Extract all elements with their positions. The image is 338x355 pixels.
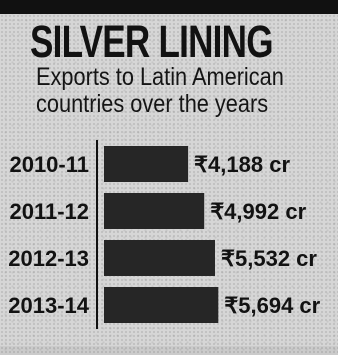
category-label: 2013-14: [8, 293, 90, 318]
chart-subtitle: Exports to Latin American countries over…: [36, 64, 314, 118]
data-label: ₹4,188 cr: [194, 152, 290, 177]
data-label: ₹5,694 cr: [224, 293, 320, 318]
bar: [104, 240, 215, 276]
bottom-strip: [0, 346, 338, 355]
chart-title: SILVER LINING: [30, 16, 274, 67]
category-label: 2011-12: [9, 199, 89, 224]
category-label: 2010-11: [9, 152, 89, 177]
bars-group: 2010-11 ₹4,188 cr 2011-12 ₹4,992 cr 2012-13 ₹…: [8, 146, 321, 323]
data-label: ₹5,532 cr: [221, 246, 317, 271]
bar: [104, 287, 219, 323]
data-label: ₹4,992 cr: [210, 199, 306, 224]
bar: [104, 193, 205, 229]
subtitle-line-1: Exports to Latin American: [36, 63, 284, 91]
top-rule: [0, 0, 338, 14]
subtitle-line-2: countries over the years: [36, 90, 269, 118]
category-label: 2012-13: [8, 246, 89, 271]
bar: [104, 146, 189, 182]
